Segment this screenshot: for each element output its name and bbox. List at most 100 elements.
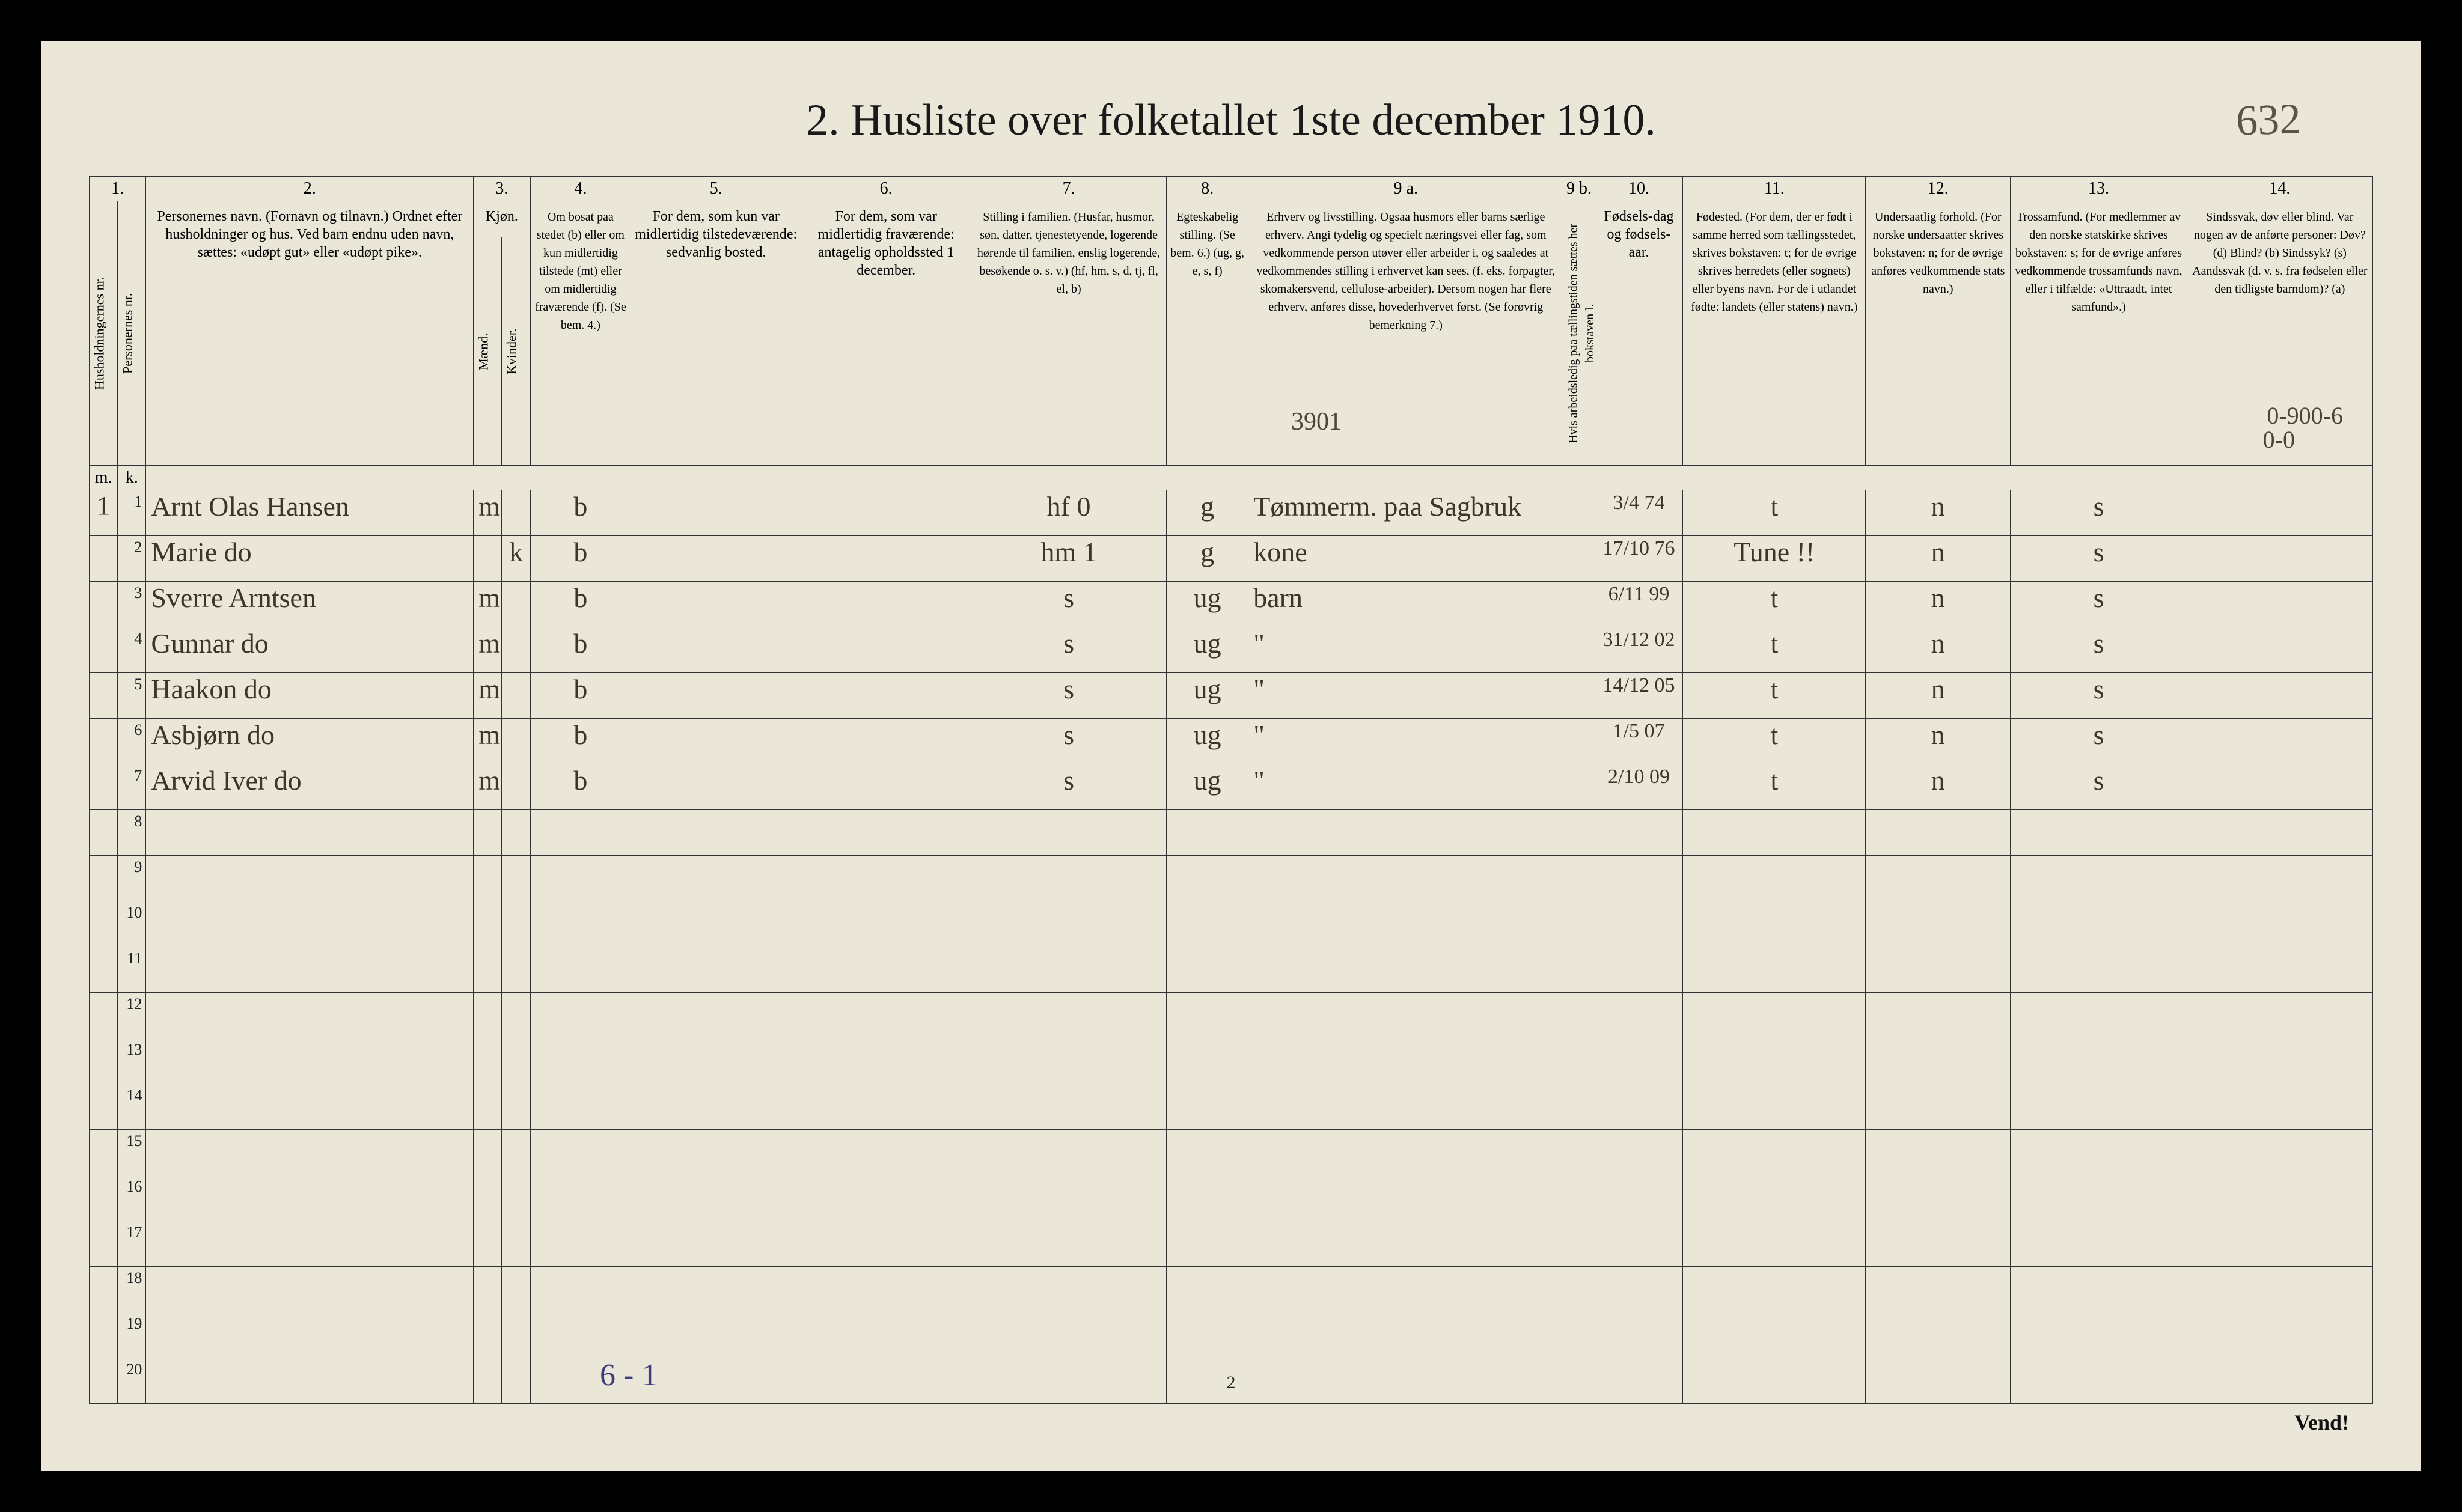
cell-temp-absent <box>801 582 971 627</box>
cell-birth: 3/4 74 <box>1595 490 1683 536</box>
table-row-empty: 18 <box>90 1267 2373 1312</box>
cell-sex-k <box>502 673 530 719</box>
head-nationality: Undersaatlig forhold. (For norske unders… <box>1866 201 2011 466</box>
cell-family-pos: s <box>971 719 1167 764</box>
cell-residence: b <box>530 490 631 536</box>
page-number-handwritten: 632 <box>2235 94 2302 146</box>
cell-household <box>90 673 118 719</box>
cell-person-nr: 4 <box>118 627 146 673</box>
cell-civil: ug <box>1167 764 1248 810</box>
footer-tally: 6 - 1 <box>600 1358 657 1393</box>
cell-disability <box>2187 673 2372 719</box>
cell-household: 1 <box>90 490 118 536</box>
cell-person-nr: 1 <box>118 490 146 536</box>
table-header: 1. 2. 3. 4. 5. 6. 7. 8. 9 a. 9 b. 10. 11… <box>90 177 2373 490</box>
cell-birth: 14/12 05 <box>1595 673 1683 719</box>
colnum-6: 6. <box>801 177 971 201</box>
cell-birthplace: t <box>1683 719 1866 764</box>
cell-birthplace: t <box>1683 490 1866 536</box>
cell-sex-k: k <box>502 536 530 582</box>
cell-birthplace: t <box>1683 582 1866 627</box>
cell-family-pos: s <box>971 673 1167 719</box>
colnum-4: 4. <box>530 177 631 201</box>
subhead-m: m. <box>90 466 118 490</box>
table-row-empty: 15 <box>90 1130 2373 1175</box>
cell-nationality: n <box>1866 719 2011 764</box>
cell-person-nr: 17 <box>118 1221 146 1267</box>
head-residence: Om bosat paa stedet (b) eller om kun mid… <box>530 201 631 466</box>
cell-name: Sverre Arntsen <box>146 582 474 627</box>
cell-disability <box>2187 719 2372 764</box>
cell-nationality: n <box>1866 490 2011 536</box>
cell-occupation: Tømmerm. paa Sagbruk <box>1248 490 1563 536</box>
cell-temp-present <box>631 719 801 764</box>
colnum-9b: 9 b. <box>1563 177 1595 201</box>
cell-religion: s <box>2011 627 2187 673</box>
cell-temp-present <box>631 764 801 810</box>
table-row-empty: 14 <box>90 1084 2373 1130</box>
table-row-empty: 17 <box>90 1221 2373 1267</box>
cell-person-nr: 8 <box>118 810 146 856</box>
cell-occupation: " <box>1248 673 1563 719</box>
cell-religion: s <box>2011 719 2187 764</box>
cell-religion: s <box>2011 764 2187 810</box>
cell-person-nr: 20 <box>118 1358 146 1404</box>
cell-civil: ug <box>1167 627 1248 673</box>
head-unemployed: Hvis arbeidsledig paa tællingstiden sætt… <box>1563 201 1595 466</box>
cell-sex-k <box>502 719 530 764</box>
cell-household <box>90 582 118 627</box>
cell-person-nr: 16 <box>118 1175 146 1221</box>
cell-sex-k <box>502 627 530 673</box>
cell-occupation: " <box>1248 627 1563 673</box>
cell-temp-absent <box>801 627 971 673</box>
table-row: 7Arvid Iver dombsug"2/10 09tns <box>90 764 2373 810</box>
cell-family-pos: hf 0 <box>971 490 1167 536</box>
cell-birthplace: t <box>1683 673 1866 719</box>
cell-person-nr: 13 <box>118 1038 146 1084</box>
cell-residence: b <box>530 582 631 627</box>
cell-disability <box>2187 764 2372 810</box>
colnum-11: 11. <box>1683 177 1866 201</box>
cell-civil: ug <box>1167 719 1248 764</box>
cell-religion: s <box>2011 536 2187 582</box>
colnum-10: 10. <box>1595 177 1683 201</box>
colnum-1: 1. <box>90 177 146 201</box>
cell-religion: s <box>2011 582 2187 627</box>
cell-sex-m: m <box>474 764 502 810</box>
cell-residence: b <box>530 719 631 764</box>
cell-unemployed <box>1563 627 1595 673</box>
cell-sex-m <box>474 536 502 582</box>
cell-family-pos: hm 1 <box>971 536 1167 582</box>
head-temp-absent: For dem, som var midlertidig fraværende:… <box>801 201 971 466</box>
vend-label: Vend! <box>2294 1410 2349 1435</box>
table-row: 3Sverre Arntsenmbsugbarn6/11 99tns <box>90 582 2373 627</box>
cell-temp-absent <box>801 764 971 810</box>
table-row: 4Gunnar dombsug"31/12 02tns <box>90 627 2373 673</box>
cell-household <box>90 536 118 582</box>
cell-temp-present <box>631 673 801 719</box>
cell-person-nr: 14 <box>118 1084 146 1130</box>
cell-birth: 2/10 09 <box>1595 764 1683 810</box>
colnum-12: 12. <box>1866 177 2011 201</box>
cell-person-nr: 6 <box>118 719 146 764</box>
cell-residence: b <box>530 627 631 673</box>
colnum-7: 7. <box>971 177 1167 201</box>
cell-sex-m: m <box>474 627 502 673</box>
cell-sex-k <box>502 582 530 627</box>
cell-civil: g <box>1167 536 1248 582</box>
cell-person-nr: 5 <box>118 673 146 719</box>
cell-household <box>90 627 118 673</box>
cell-civil: g <box>1167 490 1248 536</box>
cell-person-nr: 18 <box>118 1267 146 1312</box>
cell-temp-absent <box>801 536 971 582</box>
table-row-empty: 11 <box>90 947 2373 993</box>
cell-civil: ug <box>1167 582 1248 627</box>
table-row-empty: 8 <box>90 810 2373 856</box>
colnum-5: 5. <box>631 177 801 201</box>
head-temp-present: For dem, som kun var midlertidig tilsted… <box>631 201 801 466</box>
table-row-empty: 13 <box>90 1038 2373 1084</box>
table-row: 2Marie dokbhm 1gkone17/10 76Tune !!ns <box>90 536 2373 582</box>
cell-nationality: n <box>1866 582 2011 627</box>
cell-religion: s <box>2011 673 2187 719</box>
cell-disability <box>2187 582 2372 627</box>
